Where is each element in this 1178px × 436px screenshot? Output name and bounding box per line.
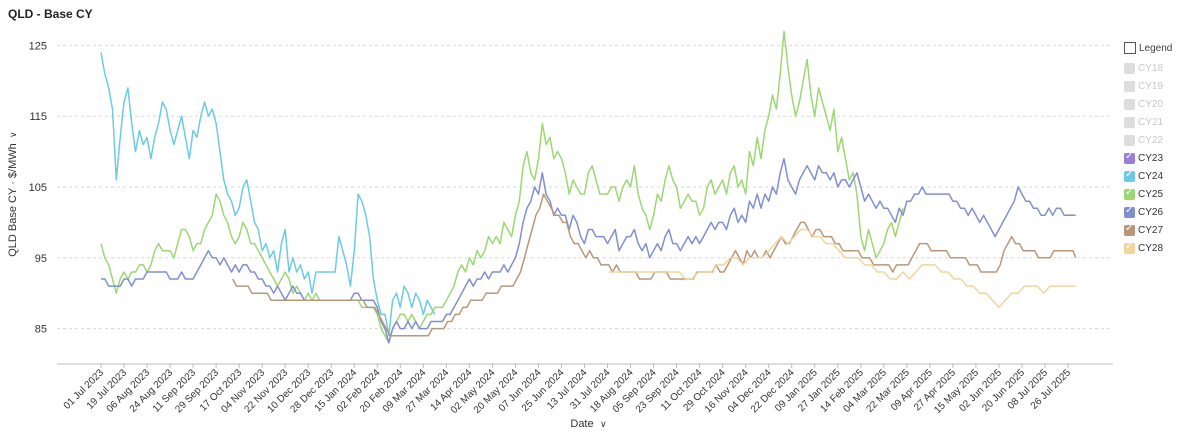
checked-checkbox-icon[interactable] (1124, 205, 1135, 218)
legend-item-cy21[interactable]: CY21 (1124, 113, 1178, 131)
unchecked-checkbox-icon[interactable] (1124, 116, 1135, 128)
legend-label: CY23 (1138, 152, 1164, 164)
legend-label: CY22 (1138, 134, 1164, 146)
y-tick-label: 125 (29, 40, 47, 52)
legend-item-cy22[interactable]: CY22 (1124, 131, 1178, 149)
legend-item-cy25[interactable]: CY25 (1124, 185, 1178, 203)
legend-label: CY27 (1138, 224, 1164, 236)
series-lines (100, 30, 1077, 344)
chart-title: QLD - Base CY (8, 7, 93, 21)
legend-label: CY18 (1138, 62, 1164, 74)
legend-label: CY21 (1138, 116, 1164, 128)
legend-item-cy28[interactable]: CY28 (1124, 239, 1178, 257)
chevron-down-icon[interactable]: ∨ (600, 420, 607, 430)
grid-lines (57, 44, 1113, 330)
legend-label: CY19 (1138, 80, 1164, 92)
checked-checkbox-icon[interactable] (1124, 151, 1135, 164)
y-tick-label: 85 (35, 324, 47, 336)
checked-checkbox-icon[interactable] (1124, 169, 1135, 182)
y-axis-title[interactable]: QLD Base CY · $/MWh (7, 143, 19, 257)
legend-label: CY28 (1138, 242, 1164, 254)
legend-label: CY25 (1138, 188, 1164, 200)
legend: Legend CY18CY19CY20CY21CY22CY23CY24CY25C… (1124, 40, 1178, 257)
x-axis-title[interactable]: Date (570, 418, 593, 430)
series-line-cy28[interactable] (608, 228, 1076, 309)
legend-item-cy23[interactable]: CY23 (1124, 149, 1178, 167)
series-line-cy26[interactable] (101, 157, 1076, 344)
unchecked-checkbox-icon[interactable] (1124, 134, 1135, 146)
checked-checkbox-icon[interactable] (1124, 187, 1135, 200)
y-tick-label: 105 (29, 182, 47, 194)
checked-checkbox-icon[interactable] (1124, 223, 1135, 236)
legend-label: CY26 (1138, 206, 1164, 218)
unchecked-checkbox-icon[interactable] (1124, 80, 1135, 92)
checkbox-icon[interactable] (1124, 42, 1136, 54)
legend-item-cy27[interactable]: CY27 (1124, 221, 1178, 239)
y-axis-ticks: 85 95 105 115 125 (29, 40, 47, 335)
legend-item-cy18[interactable]: CY18 (1124, 59, 1178, 77)
y-tick-label: 115 (29, 111, 47, 123)
legend-item-cy20[interactable]: CY20 (1124, 95, 1178, 113)
legend-toggle[interactable]: Legend (1124, 40, 1178, 56)
series-line-cy24[interactable] (100, 52, 436, 337)
x-axis-title-group[interactable]: Date ∨ (570, 418, 606, 430)
unchecked-checkbox-icon[interactable] (1124, 98, 1135, 110)
y-tick-label: 95 (35, 253, 47, 265)
legend-item-cy26[interactable]: CY26 (1124, 203, 1178, 221)
y-axis-title-group[interactable]: QLD Base CY · $/MWh ∨ (7, 131, 19, 256)
checked-checkbox-icon[interactable] (1124, 241, 1135, 254)
legend-label: CY20 (1138, 98, 1164, 110)
legend-item-cy19[interactable]: CY19 (1124, 77, 1178, 95)
chevron-down-icon[interactable]: ∨ (9, 131, 19, 138)
series-line-cy25[interactable] (100, 30, 904, 344)
legend-item-cy24[interactable]: CY24 (1124, 167, 1178, 185)
unchecked-checkbox-icon[interactable] (1124, 62, 1135, 74)
legend-items: CY18 CY19 CY20 CY21 CY22 CY23 CY24 CY25 CY26 CY27… (1124, 59, 1178, 257)
legend-label: CY24 (1138, 170, 1164, 182)
legend-toggle-label: Legend (1139, 42, 1173, 54)
